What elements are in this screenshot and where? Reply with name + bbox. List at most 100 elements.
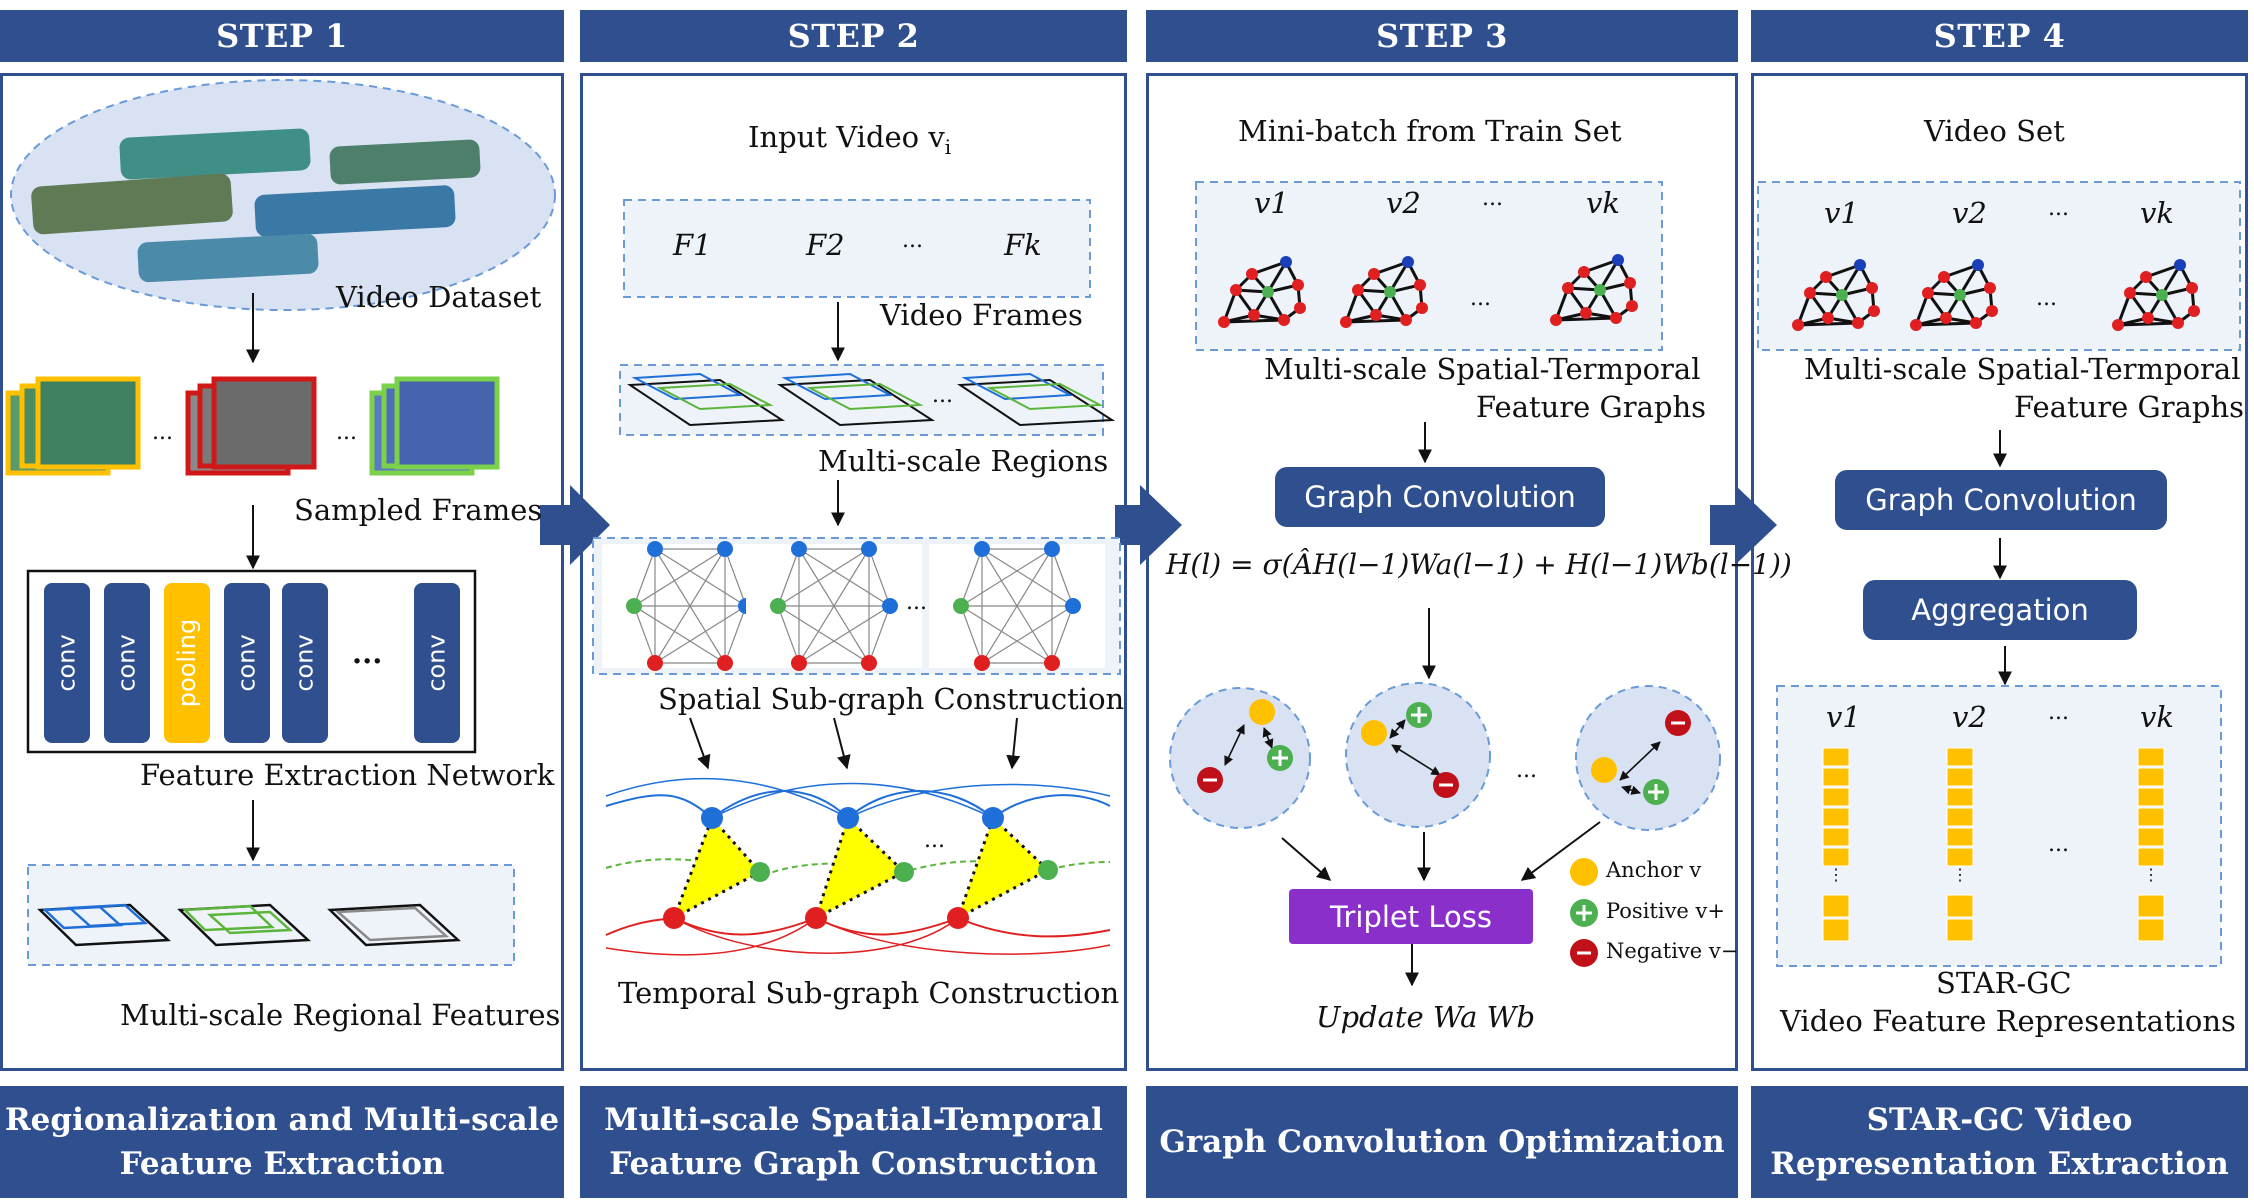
network-ellipsis: ... bbox=[352, 636, 383, 670]
feature-cell bbox=[1822, 827, 1850, 847]
graph-node bbox=[2124, 287, 2136, 299]
graph-edge bbox=[1051, 605, 1074, 664]
graph-convolution-button[interactable]: Graph Convolution bbox=[1275, 467, 1605, 527]
arrows-to-triplet-loss bbox=[1281, 821, 1601, 987]
frame-stack-green bbox=[369, 376, 500, 476]
graph-node bbox=[1218, 316, 1230, 328]
feature-vector-bars: ⋮ ⋮ ⋮ bbox=[1822, 747, 2165, 942]
conv-layer: conv bbox=[224, 583, 270, 743]
video-set-box bbox=[1757, 181, 2241, 351]
graph-node bbox=[1294, 302, 1306, 314]
graph-node bbox=[1402, 256, 1414, 268]
graph-node bbox=[1384, 286, 1396, 298]
feature-cell bbox=[1822, 807, 1850, 827]
graph-edge bbox=[1583, 258, 1619, 274]
distance-arrow bbox=[1389, 719, 1406, 739]
graph-edge bbox=[868, 548, 891, 607]
input-video-text: Input Video v bbox=[748, 120, 945, 154]
legend-anchor: Anchor v bbox=[1606, 858, 1702, 882]
graph-node bbox=[1370, 309, 1382, 321]
feature-vdots: ⋮ bbox=[2143, 865, 2159, 884]
spatial-subgraphs bbox=[602, 541, 1105, 671]
region-planes bbox=[626, 372, 1116, 427]
step3-video-vk: vk bbox=[1586, 186, 1620, 220]
feature-cell bbox=[1946, 767, 1974, 787]
aggregation-button[interactable]: Aggregation bbox=[1863, 580, 2137, 640]
graph-node bbox=[1820, 271, 1832, 283]
graph-node bbox=[1414, 279, 1426, 291]
triplet-loss-button[interactable]: Triplet Loss bbox=[1289, 889, 1533, 944]
video-frames-label: Video Frames bbox=[880, 298, 1083, 332]
graph-node bbox=[1922, 287, 1934, 299]
out-video-vk: vk bbox=[2140, 700, 2174, 734]
feature-cell bbox=[1946, 807, 1974, 827]
graph-convolution-button-4[interactable]: Graph Convolution bbox=[1835, 470, 2167, 530]
graph-node bbox=[791, 655, 807, 671]
feature-extraction-network-label: Feature Extraction Network bbox=[140, 758, 555, 792]
pooling-layer: pooling bbox=[164, 583, 210, 743]
feature-cell bbox=[1946, 894, 1974, 918]
video-feature-representations-label: Video Feature Representations bbox=[1780, 1004, 2236, 1038]
step4-footer-line2: Representation Extraction bbox=[1770, 1146, 2229, 1182]
plus-mark bbox=[1648, 784, 1664, 800]
video-set-label: Video Set bbox=[1924, 114, 2065, 148]
frame-f1: F1 bbox=[673, 228, 712, 262]
feature-cell bbox=[2137, 767, 2165, 787]
graph-node bbox=[861, 541, 877, 557]
graph-node bbox=[1262, 286, 1274, 298]
distance-arrow bbox=[1391, 744, 1441, 776]
graph-node bbox=[947, 907, 969, 929]
step2-footer-line2: Feature Graph Construction bbox=[609, 1146, 1098, 1182]
step4-video-v1: v1 bbox=[1824, 196, 1859, 230]
graph-edge bbox=[633, 548, 656, 607]
frame-fk: Fk bbox=[1004, 228, 1042, 262]
graph-node bbox=[717, 655, 733, 671]
conv-layer: conv bbox=[282, 583, 328, 743]
graph-node bbox=[791, 541, 807, 557]
frames-ellipsis-2: ... bbox=[336, 420, 357, 445]
arrow-3-to-4 bbox=[1710, 485, 1777, 565]
graph-node bbox=[770, 598, 786, 614]
out-bars-ellipsis: ... bbox=[2048, 832, 2069, 857]
feature-cell bbox=[1946, 747, 1974, 767]
feature-cell bbox=[1822, 894, 1850, 918]
graph-node bbox=[1868, 305, 1880, 317]
gcn-formula: H(l) = σ(ÂH(l−1)Wa(l−1) + H(l−1)Wb(l−1)) bbox=[1166, 548, 1792, 581]
graph-node bbox=[1792, 319, 1804, 331]
feature-vdots: ⋮ bbox=[1952, 865, 1968, 884]
feature-cell bbox=[2137, 807, 2165, 827]
graph-node bbox=[647, 541, 663, 557]
graph-node bbox=[663, 907, 685, 929]
graph-edge bbox=[1943, 263, 1979, 279]
graph-edge bbox=[981, 548, 1074, 607]
feature-cell bbox=[2137, 787, 2165, 807]
graph-node bbox=[1972, 259, 1984, 271]
graph-edge bbox=[777, 548, 800, 607]
graph-edge bbox=[724, 605, 747, 664]
graph-node bbox=[2112, 319, 2124, 331]
feature-cell bbox=[1822, 787, 1850, 807]
video-frames-box bbox=[623, 199, 1091, 298]
step4-video-v2: v2 bbox=[1952, 196, 1987, 230]
star-gc-label: STAR-GC bbox=[1936, 966, 2072, 1000]
triplet-nodes bbox=[1197, 699, 1691, 805]
graph-edge bbox=[960, 548, 1053, 607]
graph-node bbox=[2188, 305, 2200, 317]
graph-node bbox=[1044, 541, 1060, 557]
distance-arrow bbox=[1619, 741, 1661, 781]
graph-node bbox=[1970, 317, 1982, 329]
anchor-node bbox=[1249, 699, 1275, 725]
graph-node bbox=[1416, 302, 1428, 314]
feature-cell bbox=[1946, 847, 1974, 867]
out-video-v2: v2 bbox=[1952, 700, 1987, 734]
conv-layer: conv bbox=[104, 583, 150, 743]
graph-edge bbox=[2145, 263, 2181, 279]
graph-node bbox=[1550, 314, 1562, 326]
arrow-2-to-3 bbox=[1115, 485, 1182, 565]
regions-ellipsis: ... bbox=[932, 383, 953, 408]
video-dataset-label: Video Dataset bbox=[336, 280, 542, 314]
graph-edge bbox=[724, 548, 747, 607]
graph-node bbox=[1340, 316, 1352, 328]
graph-node bbox=[1822, 312, 1834, 324]
